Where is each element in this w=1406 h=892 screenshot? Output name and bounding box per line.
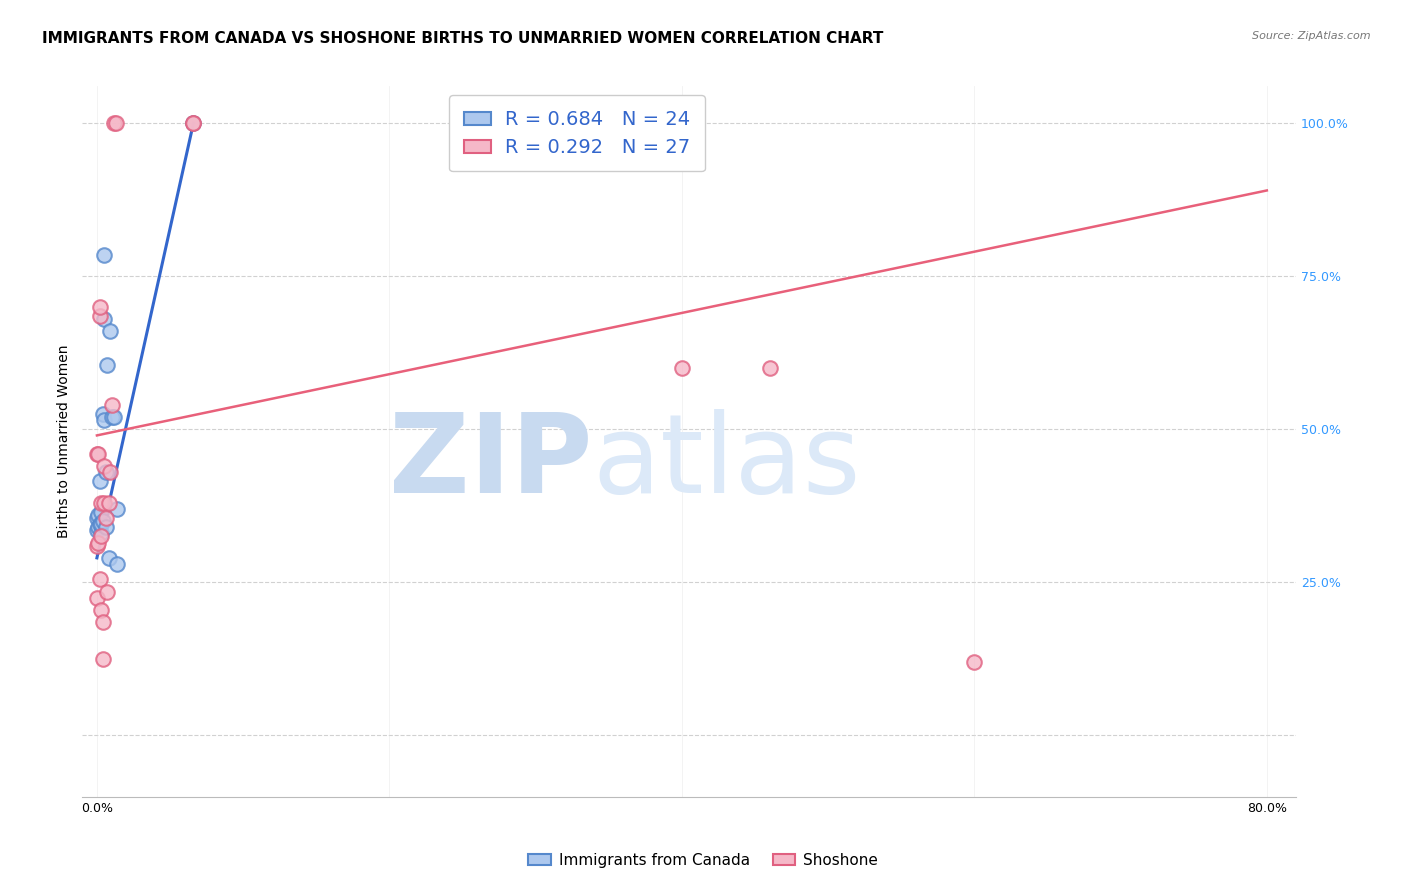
Point <box>105 557 128 571</box>
Point <box>97 496 120 510</box>
Point <box>87 447 110 461</box>
Point <box>90 505 112 519</box>
Point <box>105 502 128 516</box>
Point <box>93 496 115 510</box>
Point <box>93 312 115 326</box>
Legend: Immigrants from Canada, Shoshone: Immigrants from Canada, Shoshone <box>522 847 884 873</box>
Point <box>91 407 114 421</box>
Point <box>87 508 110 522</box>
Point <box>93 458 115 473</box>
Point <box>87 520 110 534</box>
Text: IMMIGRANTS FROM CANADA VS SHOSHONE BIRTHS TO UNMARRIED WOMEN CORRELATION CHART: IMMIGRANTS FROM CANADA VS SHOSHONE BIRTH… <box>42 31 883 46</box>
Point <box>89 572 111 586</box>
Text: atlas: atlas <box>592 409 860 516</box>
Point <box>100 410 122 425</box>
Point <box>94 511 117 525</box>
Point <box>86 511 108 525</box>
Point <box>183 116 205 130</box>
Point <box>103 410 125 425</box>
Legend: R = 0.684   N = 24, R = 0.292   N = 27: R = 0.684 N = 24, R = 0.292 N = 27 <box>450 95 704 171</box>
Point <box>90 517 112 532</box>
Point <box>98 465 121 479</box>
Point <box>98 324 121 338</box>
Point <box>93 413 115 427</box>
Point <box>97 550 120 565</box>
Point <box>104 116 127 130</box>
Point <box>89 300 111 314</box>
Point <box>90 526 112 541</box>
Point <box>91 514 114 528</box>
Point <box>89 309 111 323</box>
Point <box>96 584 118 599</box>
Text: Source: ZipAtlas.com: Source: ZipAtlas.com <box>1253 31 1371 41</box>
Point <box>100 398 122 412</box>
Point <box>758 361 780 376</box>
Point <box>86 524 108 538</box>
Text: ZIP: ZIP <box>388 409 592 516</box>
Point <box>89 475 111 489</box>
Point <box>91 652 114 666</box>
Point <box>94 520 117 534</box>
Point <box>94 465 117 479</box>
Point <box>89 517 111 532</box>
Point <box>963 655 986 669</box>
Point <box>86 591 108 605</box>
Point <box>86 447 108 461</box>
Point <box>90 529 112 543</box>
Point <box>86 539 108 553</box>
Point <box>90 496 112 510</box>
Point <box>96 358 118 372</box>
Y-axis label: Births to Unmarried Women: Births to Unmarried Women <box>58 345 72 538</box>
Point <box>87 535 110 549</box>
Point <box>93 248 115 262</box>
Point <box>183 116 205 130</box>
Point <box>183 116 205 130</box>
Point <box>671 361 693 376</box>
Point <box>103 116 125 130</box>
Point <box>91 615 114 630</box>
Point <box>90 603 112 617</box>
